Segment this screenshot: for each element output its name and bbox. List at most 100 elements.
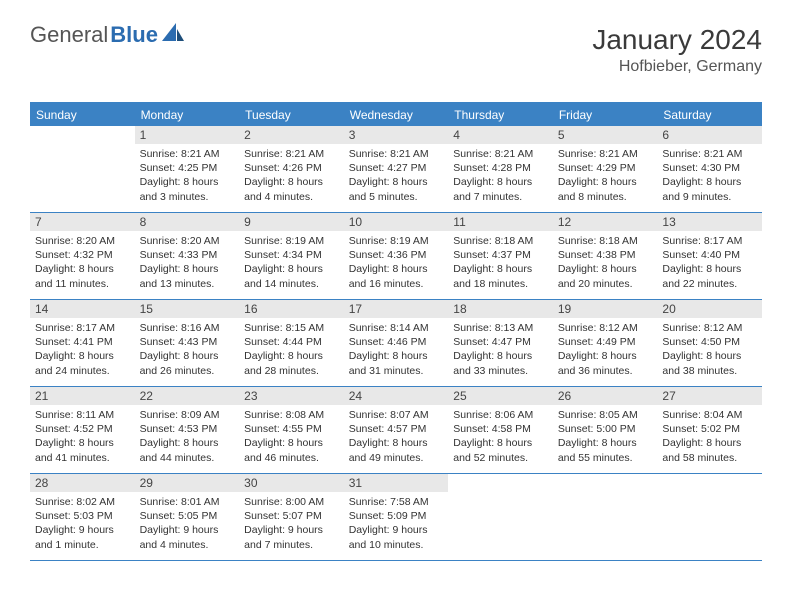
day-body: Sunrise: 8:00 AMSunset: 5:07 PMDaylight:… [239, 492, 344, 557]
sunrise-text: Sunrise: 8:20 AM [35, 234, 130, 248]
sunset-text: Sunset: 4:49 PM [558, 335, 653, 349]
daylight-text: Daylight: 8 hours and 14 minutes. [244, 262, 339, 290]
day-cell: 27Sunrise: 8:04 AMSunset: 5:02 PMDayligh… [657, 387, 762, 473]
daylight-text: Daylight: 8 hours and 31 minutes. [349, 349, 444, 377]
sunset-text: Sunset: 4:41 PM [35, 335, 130, 349]
day-number: 24 [344, 387, 449, 405]
day-number: 8 [135, 213, 240, 231]
day-cell: 28Sunrise: 8:02 AMSunset: 5:03 PMDayligh… [30, 474, 135, 560]
sunrise-text: Sunrise: 8:21 AM [349, 147, 444, 161]
daylight-text: Daylight: 8 hours and 9 minutes. [662, 175, 757, 203]
day-number: 26 [553, 387, 658, 405]
sunrise-text: Sunrise: 8:18 AM [558, 234, 653, 248]
weekday-sunday: Sunday [30, 104, 135, 126]
sunset-text: Sunset: 4:52 PM [35, 422, 130, 436]
day-cell: 2Sunrise: 8:21 AMSunset: 4:26 PMDaylight… [239, 126, 344, 212]
sunrise-text: Sunrise: 8:12 AM [662, 321, 757, 335]
sunrise-text: Sunrise: 8:20 AM [140, 234, 235, 248]
sunset-text: Sunset: 4:25 PM [140, 161, 235, 175]
sunset-text: Sunset: 4:58 PM [453, 422, 548, 436]
day-cell: 30Sunrise: 8:00 AMSunset: 5:07 PMDayligh… [239, 474, 344, 560]
daylight-text: Daylight: 8 hours and 46 minutes. [244, 436, 339, 464]
logo-text-general: General [30, 22, 108, 48]
day-body: Sunrise: 8:13 AMSunset: 4:47 PMDaylight:… [448, 318, 553, 383]
daylight-text: Daylight: 8 hours and 49 minutes. [349, 436, 444, 464]
day-body: Sunrise: 8:14 AMSunset: 4:46 PMDaylight:… [344, 318, 449, 383]
sunrise-text: Sunrise: 8:21 AM [244, 147, 339, 161]
day-number: 11 [448, 213, 553, 231]
sunrise-text: Sunrise: 8:17 AM [35, 321, 130, 335]
sunset-text: Sunset: 4:38 PM [558, 248, 653, 262]
week-row: 14Sunrise: 8:17 AMSunset: 4:41 PMDayligh… [30, 300, 762, 387]
sunrise-text: Sunrise: 8:21 AM [140, 147, 235, 161]
sunset-text: Sunset: 4:46 PM [349, 335, 444, 349]
day-number: 22 [135, 387, 240, 405]
day-cell: 8 Sunrise: 8:20 AMSunset: 4:33 PMDaylight… [135, 213, 240, 299]
daylight-text: Daylight: 8 hours and 44 minutes. [140, 436, 235, 464]
day-body: Sunrise: 8:18 AMSunset: 4:37 PMDaylight:… [448, 231, 553, 296]
daylight-text: Daylight: 9 hours and 10 minutes. [349, 523, 444, 551]
weekday-friday: Friday [553, 104, 658, 126]
sunset-text: Sunset: 4:36 PM [349, 248, 444, 262]
daylight-text: Daylight: 8 hours and 41 minutes. [35, 436, 130, 464]
day-cell: 26Sunrise: 8:05 AMSunset: 5:00 PMDayligh… [553, 387, 658, 473]
day-number: 5 [553, 126, 658, 144]
sunset-text: Sunset: 4:26 PM [244, 161, 339, 175]
day-number: 2 [239, 126, 344, 144]
weekday-saturday: Saturday [657, 104, 762, 126]
sunset-text: Sunset: 4:34 PM [244, 248, 339, 262]
weekday-header-row: Sunday Monday Tuesday Wednesday Thursday… [30, 104, 762, 126]
sunrise-text: Sunrise: 8:05 AM [558, 408, 653, 422]
day-cell: 29Sunrise: 8:01 AMSunset: 5:05 PMDayligh… [135, 474, 240, 560]
sunrise-text: Sunrise: 8:07 AM [349, 408, 444, 422]
day-body: Sunrise: 8:02 AMSunset: 5:03 PMDaylight:… [30, 492, 135, 557]
day-number: 28 [30, 474, 135, 492]
day-body: Sunrise: 8:19 AMSunset: 4:36 PMDaylight:… [344, 231, 449, 296]
day-cell [448, 474, 553, 560]
day-body: Sunrise: 8:17 AMSunset: 4:41 PMDaylight:… [30, 318, 135, 383]
day-cell: 18Sunrise: 8:13 AMSunset: 4:47 PMDayligh… [448, 300, 553, 386]
sunset-text: Sunset: 4:55 PM [244, 422, 339, 436]
day-cell: 20Sunrise: 8:12 AMSunset: 4:50 PMDayligh… [657, 300, 762, 386]
daylight-text: Daylight: 8 hours and 13 minutes. [140, 262, 235, 290]
week-row: 1Sunrise: 8:21 AMSunset: 4:25 PMDaylight… [30, 126, 762, 213]
weekday-tuesday: Tuesday [239, 104, 344, 126]
day-body: Sunrise: 8:21 AMSunset: 4:26 PMDaylight:… [239, 144, 344, 209]
sunrise-text: Sunrise: 8:09 AM [140, 408, 235, 422]
sunset-text: Sunset: 4:47 PM [453, 335, 548, 349]
day-cell: 14Sunrise: 8:17 AMSunset: 4:41 PMDayligh… [30, 300, 135, 386]
calendar: Sunday Monday Tuesday Wednesday Thursday… [30, 102, 762, 561]
logo: General Blue [30, 22, 184, 48]
day-body: Sunrise: 8:21 AMSunset: 4:27 PMDaylight:… [344, 144, 449, 209]
sunrise-text: Sunrise: 8:01 AM [140, 495, 235, 509]
day-body: Sunrise: 8:06 AMSunset: 4:58 PMDaylight:… [448, 405, 553, 470]
sunset-text: Sunset: 4:33 PM [140, 248, 235, 262]
day-cell [553, 474, 658, 560]
day-body: Sunrise: 8:21 AMSunset: 4:25 PMDaylight:… [135, 144, 240, 209]
daylight-text: Daylight: 9 hours and 7 minutes. [244, 523, 339, 551]
sunrise-text: Sunrise: 8:14 AM [349, 321, 444, 335]
day-number: 15 [135, 300, 240, 318]
week-row: 21Sunrise: 8:11 AMSunset: 4:52 PMDayligh… [30, 387, 762, 474]
sunrise-text: Sunrise: 8:21 AM [558, 147, 653, 161]
day-body: Sunrise: 8:07 AMSunset: 4:57 PMDaylight:… [344, 405, 449, 470]
day-number: 18 [448, 300, 553, 318]
sunset-text: Sunset: 5:00 PM [558, 422, 653, 436]
sunrise-text: Sunrise: 8:21 AM [662, 147, 757, 161]
daylight-text: Daylight: 8 hours and 8 minutes. [558, 175, 653, 203]
sunset-text: Sunset: 4:32 PM [35, 248, 130, 262]
header: January 2024 Hofbieber, Germany [592, 24, 762, 76]
day-number: 30 [239, 474, 344, 492]
day-cell: 6Sunrise: 8:21 AMSunset: 4:30 PMDaylight… [657, 126, 762, 212]
location-label: Hofbieber, Germany [592, 58, 762, 76]
day-cell: 19Sunrise: 8:12 AMSunset: 4:49 PMDayligh… [553, 300, 658, 386]
day-cell: 7Sunrise: 8:20 AMSunset: 4:32 PMDaylight… [30, 213, 135, 299]
logo-sail-icon [162, 23, 184, 48]
day-body: Sunrise: 8:05 AMSunset: 5:00 PMDaylight:… [553, 405, 658, 470]
day-body: Sunrise: 8:01 AMSunset: 5:05 PMDaylight:… [135, 492, 240, 557]
sunset-text: Sunset: 5:09 PM [349, 509, 444, 523]
day-body: Sunrise: 8:08 AMSunset: 4:55 PMDaylight:… [239, 405, 344, 470]
day-body: Sunrise: 8:12 AMSunset: 4:50 PMDaylight:… [657, 318, 762, 383]
day-number: 27 [657, 387, 762, 405]
day-number: 6 [657, 126, 762, 144]
